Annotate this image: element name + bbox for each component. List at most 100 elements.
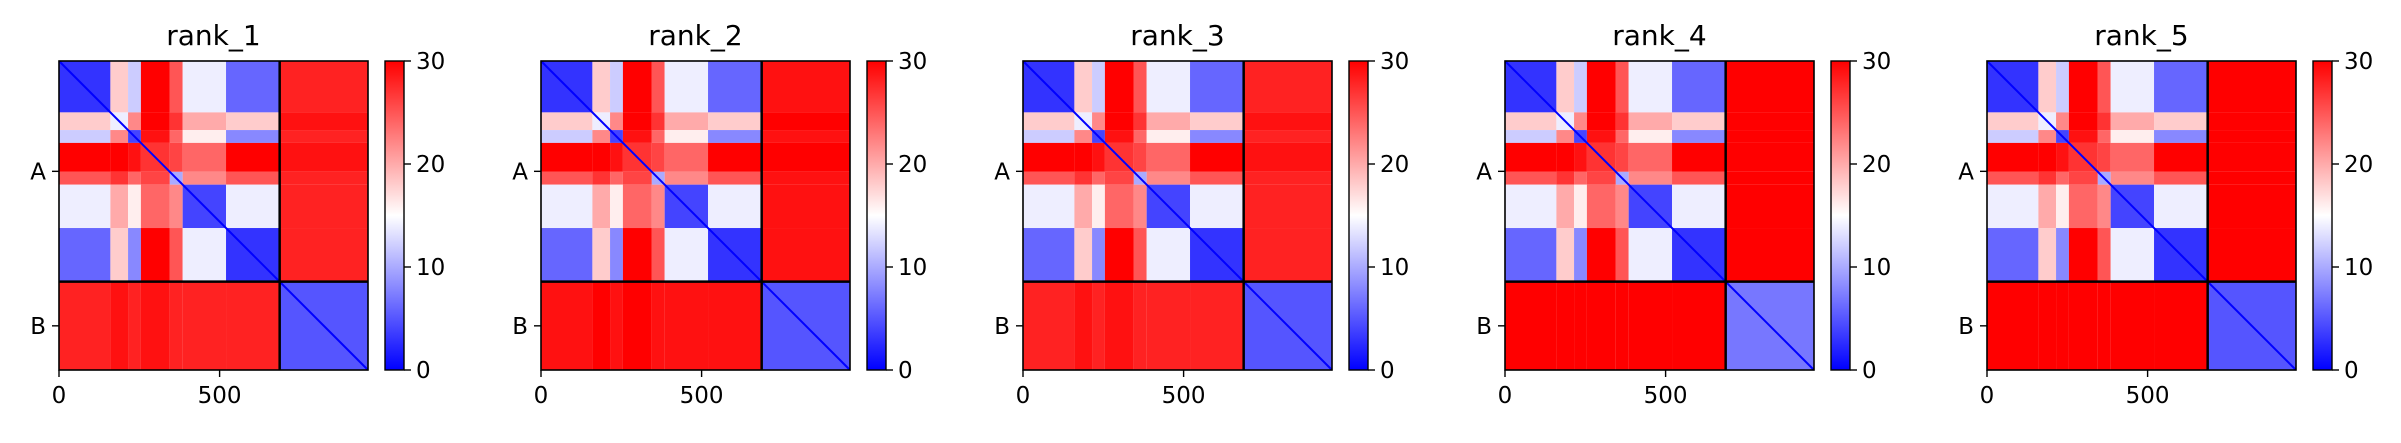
heatmap-cell <box>110 171 129 185</box>
heatmap-cell <box>1243 61 1332 113</box>
colorbar-tick-label: 20 <box>416 152 445 178</box>
heatmap-cell <box>1505 228 1557 282</box>
colorbar <box>2312 60 2333 371</box>
heatmap-cell <box>182 171 227 185</box>
heatmap-cell <box>140 112 170 131</box>
heatmap-cell <box>2056 171 2069 185</box>
heatmap-cell <box>592 281 611 370</box>
panel-title: rank_1 <box>166 19 260 52</box>
heatmap-cell <box>2056 228 2069 282</box>
heatmap-cell <box>2154 130 2208 143</box>
heatmap-cell <box>140 61 170 113</box>
heatmap-cell <box>1725 228 1814 282</box>
heatmap-cell <box>1672 171 1726 185</box>
heatmap-cell <box>226 112 280 131</box>
heatmap-cell <box>622 184 652 229</box>
heatmap-cell <box>541 281 593 370</box>
heatmap-cell <box>2207 228 2296 282</box>
heatmap-cell <box>2207 112 2296 131</box>
heatmap-cell <box>1243 171 1332 185</box>
heatmap-diagonal <box>1022 60 1333 371</box>
heatmap-cell <box>169 112 183 131</box>
heatmap-cell <box>1190 171 1244 185</box>
colorbar-tick-label: 10 <box>416 255 445 281</box>
heatmap-cell <box>2056 184 2069 229</box>
heatmap-cell <box>2038 130 2057 143</box>
heatmap-cell <box>128 112 141 131</box>
heatmap-cell <box>2207 61 2296 113</box>
heatmap-cell <box>541 184 593 229</box>
heatmap-cell <box>279 171 368 185</box>
heatmap-cell <box>140 171 170 185</box>
heatmap-cell <box>1725 61 1814 113</box>
heatmap-cell <box>1672 112 1726 131</box>
heatmap-cell <box>2110 171 2155 185</box>
heatmap-cell <box>541 228 593 282</box>
heatmap-cell <box>1586 112 1616 131</box>
heatmap-cell <box>1023 142 1075 172</box>
heatmap-cell <box>1104 130 1134 143</box>
heatmap-cell <box>761 61 850 113</box>
heatmap-cell <box>592 130 611 143</box>
heatmap-cell <box>1104 112 1134 131</box>
heatmap-cell <box>1092 281 1105 370</box>
colorbar-tick-label: 30 <box>2344 49 2373 75</box>
heatmap-cell <box>169 61 183 113</box>
heatmap-cell <box>1574 171 1587 185</box>
heatmap-cell <box>182 142 227 172</box>
heatmap-cell <box>2038 142 2057 172</box>
heatmap-cell <box>128 142 141 172</box>
heatmap-cell <box>1615 142 1629 172</box>
heatmap-cell <box>2110 61 2155 113</box>
chain-label: A <box>1476 159 1492 185</box>
heatmap-cell <box>128 61 141 113</box>
heatmap-cell <box>1987 184 2039 229</box>
heatmap-cell <box>182 61 227 113</box>
heatmap-cell <box>1505 171 1557 185</box>
x-tick-label: 500 <box>2126 383 2170 409</box>
heatmap-cell <box>2056 112 2069 131</box>
heatmap-cell <box>2068 112 2098 131</box>
heatmap-cell <box>1556 281 1575 370</box>
heatmap-cell <box>1092 171 1105 185</box>
heatmap-cell <box>2110 281 2155 370</box>
heatmap-cell <box>2110 228 2155 282</box>
x-tick-label: 0 <box>52 383 67 409</box>
heatmap-diagonal <box>1986 60 2297 371</box>
heatmap-cell <box>1672 281 1726 370</box>
heatmap-cell <box>2110 142 2155 172</box>
heatmap-cell <box>1672 130 1726 143</box>
x-tick-label: 0 <box>534 383 549 409</box>
heatmap-cell <box>1505 281 1557 370</box>
heatmap-cell <box>1725 184 1814 229</box>
heatmap-cell <box>110 142 129 172</box>
heatmap-cell <box>1628 281 1673 370</box>
heatmap-cell <box>1586 61 1616 113</box>
colorbar-tick-label: 0 <box>2344 358 2359 384</box>
heatmap-cell <box>610 142 623 172</box>
chain-label: A <box>30 159 46 185</box>
heatmap-cell <box>1133 184 1147 229</box>
heatmap-cell <box>1615 112 1629 131</box>
heatmap-cell <box>1615 130 1629 143</box>
heatmap-cell <box>1146 281 1191 370</box>
heatmap-cell <box>761 142 850 172</box>
heatmap-cell <box>279 130 368 143</box>
heatmap-cell <box>110 228 129 282</box>
heatmap-cell <box>2038 228 2057 282</box>
heatmap-cell <box>1074 142 1093 172</box>
heatmap-cell <box>664 281 709 370</box>
heatmap-cell <box>1586 184 1616 229</box>
chain-label: B <box>1476 314 1492 340</box>
heatmap-cell <box>110 184 129 229</box>
axes-frame <box>1504 60 1815 371</box>
heatmap-cell <box>1146 61 1191 113</box>
heatmap-cell <box>1505 184 1557 229</box>
heatmap-cell <box>1725 142 1814 172</box>
heatmap-cell <box>1133 61 1147 113</box>
heatmap-cell <box>1628 112 1673 131</box>
heatmap-cell <box>1672 142 1726 172</box>
heatmap-cell <box>1133 228 1147 282</box>
heatmap-cell <box>1987 171 2039 185</box>
heatmap-cell <box>2056 61 2069 113</box>
